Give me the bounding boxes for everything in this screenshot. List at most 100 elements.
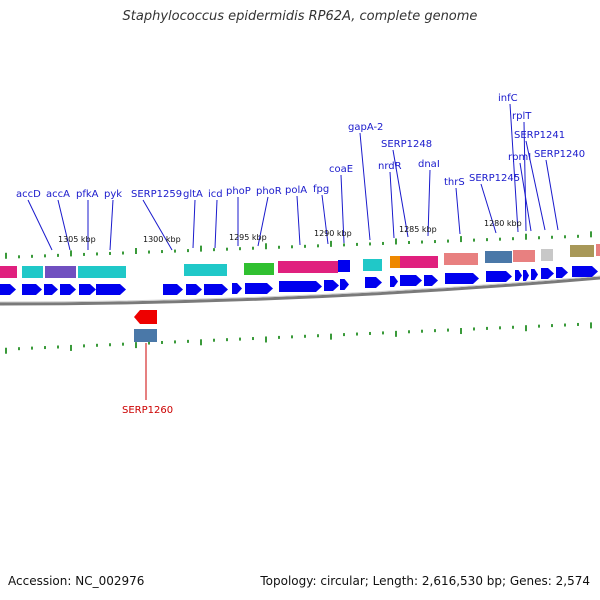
gene-label-pfka[interactable]: pfkA bbox=[76, 189, 99, 200]
gene-label-coae[interactable]: coaE bbox=[329, 164, 353, 175]
forward-gene-arrow[interactable] bbox=[60, 284, 76, 295]
feature-box bbox=[184, 264, 227, 276]
forward-gene-arrow[interactable] bbox=[390, 276, 398, 287]
feature-box bbox=[390, 256, 400, 268]
forward-gene-arrow[interactable] bbox=[324, 280, 339, 291]
forward-gene-arrow[interactable] bbox=[424, 275, 438, 286]
kbp-label: 1295 kbp bbox=[229, 233, 267, 242]
feature-box bbox=[400, 256, 438, 268]
gene-label-phor[interactable]: phoR bbox=[256, 186, 282, 197]
label-connector bbox=[192, 199, 196, 249]
genome-backbone bbox=[0, 276, 600, 306]
gene-label-infc[interactable]: infC bbox=[498, 93, 518, 104]
gene-label-connectors bbox=[27, 103, 559, 400]
gene-label-pyk[interactable]: pyk bbox=[104, 189, 122, 200]
feature-box bbox=[485, 251, 512, 263]
forward-gene-arrow[interactable] bbox=[365, 277, 382, 288]
upper-tick-track bbox=[5, 231, 592, 259]
gene-label-serp1241[interactable]: SERP1241 bbox=[514, 130, 565, 141]
forward-gene-arrow[interactable] bbox=[445, 273, 479, 284]
forward-gene-arrow[interactable] bbox=[96, 284, 126, 295]
forward-gene-arrow[interactable] bbox=[232, 283, 242, 294]
forward-gene-arrow[interactable] bbox=[44, 284, 58, 295]
genome-stats-label: Topology: circular; Length: 2,616,530 bp… bbox=[260, 574, 590, 588]
kbp-label: 1285 kbp bbox=[399, 225, 437, 234]
gene-label-acca[interactable]: accA bbox=[46, 189, 70, 200]
forward-gene-arrow[interactable] bbox=[22, 284, 42, 295]
forward-gene-arrow[interactable] bbox=[515, 270, 522, 281]
gene-label-rplt[interactable]: rplT bbox=[512, 111, 532, 122]
label-connector bbox=[214, 199, 218, 249]
gene-label-accd[interactable]: accD bbox=[16, 189, 41, 200]
feature-box bbox=[45, 266, 76, 278]
kbp-scale-labels: 1305 kbp 1300 kbp 1295 kbp 1290 kbp 1285 kbp… bbox=[58, 219, 522, 244]
forward-gene-arrow[interactable] bbox=[163, 284, 183, 295]
forward-gene-arrow[interactable] bbox=[486, 271, 512, 282]
map-title: Staphylococcus epidermidis RP62A, comple… bbox=[122, 9, 478, 24]
gene-label-thrs[interactable]: thrS bbox=[444, 177, 465, 188]
forward-gene-arrow[interactable] bbox=[245, 283, 273, 294]
label-connector bbox=[519, 162, 532, 232]
gene-label-glta[interactable]: gltA bbox=[183, 189, 203, 200]
accession-label: Accession: NC_002976 bbox=[8, 574, 145, 588]
forward-gene-arrow[interactable] bbox=[186, 284, 202, 295]
label-connector bbox=[525, 140, 546, 231]
forward-gene-arrow[interactable] bbox=[556, 267, 568, 278]
feature-box bbox=[596, 244, 600, 256]
label-connector bbox=[389, 171, 395, 239]
gene-label-serp1260[interactable]: SERP1260 bbox=[122, 405, 173, 416]
label-connector bbox=[257, 196, 269, 247]
forward-gene-arrow[interactable] bbox=[204, 284, 228, 295]
reverse-gene-arrow bbox=[134, 310, 157, 324]
gene-label-rpmi[interactable]: rpmI bbox=[508, 152, 531, 163]
gene-labels: accD accA pfkA pyk SERP1259 gltA icd phoP phoR po… bbox=[16, 93, 585, 416]
label-connector bbox=[509, 103, 519, 233]
kbp-label: 1300 kbp bbox=[143, 235, 181, 244]
feature-box-track bbox=[0, 244, 600, 278]
label-connector bbox=[27, 199, 53, 251]
forward-gene-arrow[interactable] bbox=[541, 268, 554, 279]
genome-backbone-highlight bbox=[0, 275, 600, 303]
forward-gene-arrow[interactable] bbox=[400, 275, 422, 286]
gene-label-phop[interactable]: phoP bbox=[226, 186, 251, 197]
label-connector bbox=[523, 121, 527, 232]
kbp-label: 1280 kbp bbox=[484, 219, 522, 228]
label-connector bbox=[455, 187, 461, 235]
forward-gene-arrow[interactable] bbox=[572, 266, 598, 277]
lower-tick-track bbox=[5, 322, 592, 354]
reverse-gene-box bbox=[134, 329, 157, 342]
gene-label-serp1245[interactable]: SERP1245 bbox=[469, 173, 520, 184]
gene-label-serp1240[interactable]: SERP1240 bbox=[534, 149, 585, 160]
forward-gene-arrow[interactable] bbox=[279, 281, 322, 292]
feature-box bbox=[278, 261, 338, 273]
forward-gene-arrow[interactable] bbox=[523, 270, 529, 281]
gene-label-nrdr[interactable]: nrdR bbox=[378, 161, 402, 172]
label-connector bbox=[392, 149, 409, 238]
forward-gene-arrow[interactable] bbox=[340, 279, 349, 290]
gene-label-dnai[interactable]: dnaI bbox=[418, 159, 440, 170]
label-connector bbox=[427, 169, 431, 237]
gene-label-pola[interactable]: polA bbox=[285, 185, 307, 196]
gene-label-serp1248[interactable]: SERP1248 bbox=[381, 139, 432, 150]
forward-gene-arrow[interactable] bbox=[0, 284, 16, 295]
feature-box bbox=[0, 266, 17, 278]
label-connector bbox=[57, 199, 71, 251]
label-connector bbox=[359, 132, 371, 241]
forward-gene-track bbox=[0, 266, 598, 295]
feature-box bbox=[541, 249, 553, 261]
feature-box bbox=[78, 266, 126, 278]
gene-label-icd[interactable]: icd bbox=[208, 189, 223, 200]
kbp-label: 1305 kbp bbox=[58, 235, 96, 244]
feature-box bbox=[363, 259, 382, 271]
forward-gene-arrow[interactable] bbox=[79, 284, 96, 295]
label-connector bbox=[321, 194, 329, 245]
label-connector bbox=[545, 159, 559, 231]
gene-label-serp1259[interactable]: SERP1259 bbox=[131, 189, 182, 200]
feature-box bbox=[22, 266, 43, 278]
gene-label-fpg[interactable]: fpg bbox=[313, 184, 329, 195]
reverse-gene-serp1260[interactable] bbox=[134, 310, 157, 342]
forward-gene-arrow[interactable] bbox=[531, 269, 538, 280]
gene-label-gapa-2[interactable]: gapA-2 bbox=[348, 122, 383, 133]
label-connector bbox=[142, 199, 173, 251]
